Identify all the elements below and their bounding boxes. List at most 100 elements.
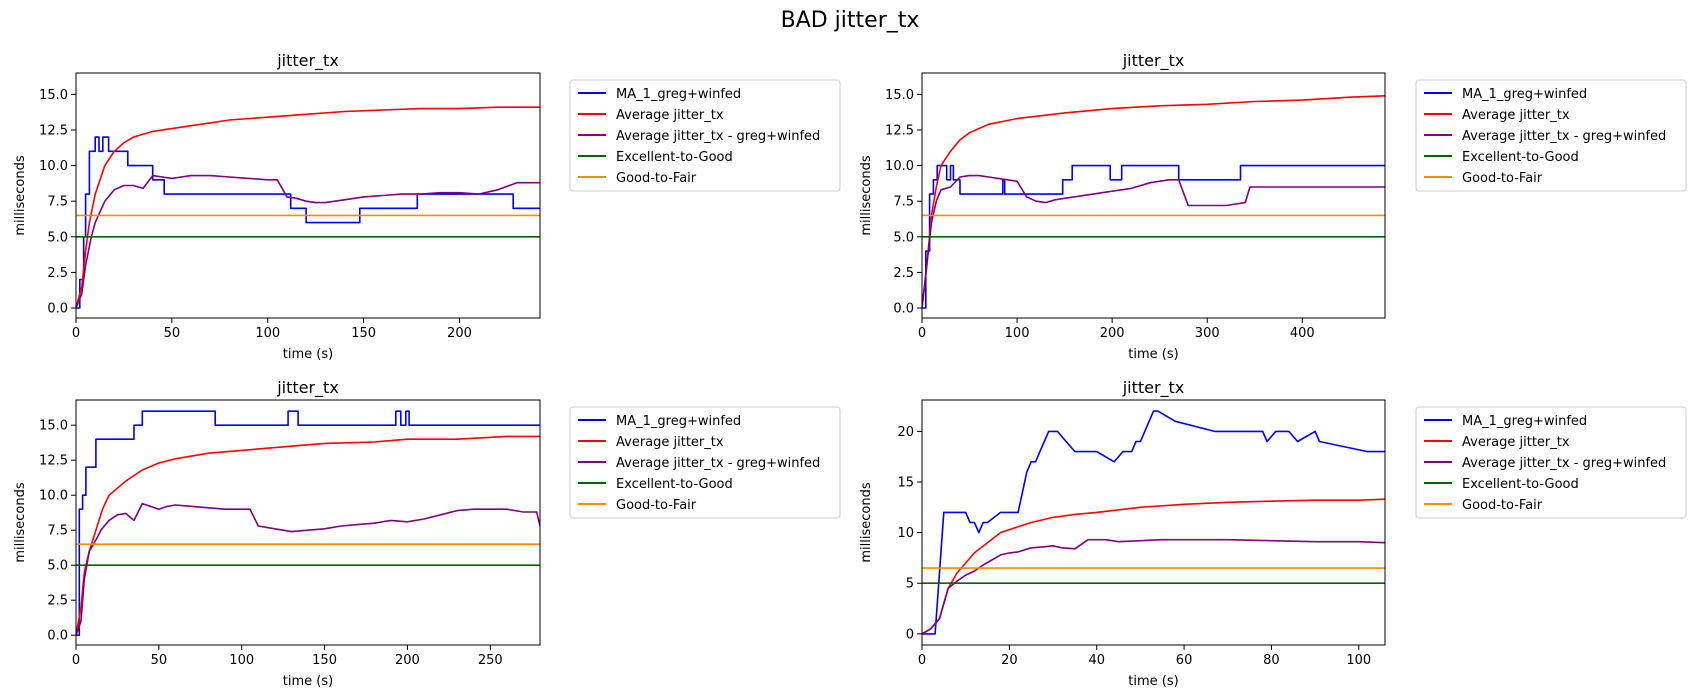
axes-frame — [921, 399, 1386, 646]
legend-box — [569, 79, 841, 192]
y-tick-label: 15.0 — [39, 88, 68, 103]
legend-label: Good-to-Fair — [616, 171, 697, 186]
chart-title: jitter_tx — [276, 378, 339, 398]
legend-label: Average jitter_tx - greg+winfed — [1462, 456, 1666, 471]
y-tick-label: 0.0 — [893, 302, 914, 317]
y-tick-label: 10 — [897, 526, 914, 541]
x-tick-label: 200 — [1100, 326, 1125, 341]
y-tick-label: 20 — [897, 425, 914, 440]
x-tick-label: 50 — [151, 653, 168, 668]
legend: MA_1_greg+winfed Average jitter_tx Average… — [569, 79, 841, 192]
y-tick-label: 0 — [906, 627, 914, 642]
y-tick-label: 12.5 — [39, 454, 68, 469]
y-tick-label: 5.0 — [893, 230, 914, 245]
legend-label: Excellent-to-Good — [1462, 477, 1579, 492]
x-tick-label: 150 — [312, 653, 337, 668]
series-line-3 — [922, 174, 1385, 309]
legend-label: Average jitter_tx - greg+winfed — [616, 129, 820, 144]
y-axis-label: milliseconds — [859, 155, 874, 235]
series-line-1 — [922, 164, 1385, 309]
legend: MA_1_greg+winfed Average jitter_tx Average… — [569, 406, 841, 519]
y-tick-label: 7.5 — [47, 195, 68, 210]
legend: MA_1_greg+winfed Average jitter_tx Average… — [1415, 406, 1687, 519]
legend-label: Good-to-Fair — [616, 498, 697, 513]
series-line-3 — [922, 538, 1385, 635]
y-tick-label: 0.0 — [47, 302, 68, 317]
chart-panel-1: 0 50 100 150 200 0.0 2.5 5.0 7.5 10.0 12.5 15.0 jitt… — [13, 51, 841, 362]
legend-label: Excellent-to-Good — [616, 150, 733, 165]
x-tick-label: 80 — [1263, 653, 1280, 668]
y-axis-label: milliseconds — [13, 155, 28, 235]
x-tick-label: 100 — [229, 653, 254, 668]
legend-label: Average jitter_tx - greg+winfed — [616, 456, 820, 471]
x-tick-label: 150 — [351, 326, 376, 341]
y-tick-label: 15 — [897, 476, 914, 491]
x-axis-label: time (s) — [283, 674, 333, 689]
legend-label: Average jitter_tx — [616, 435, 724, 450]
series-line-1 — [76, 136, 540, 309]
series-group — [922, 95, 1385, 309]
series-line-2 — [76, 435, 540, 636]
y-tick-label: 7.5 — [893, 195, 914, 210]
legend-box — [1415, 79, 1687, 192]
legend-box — [569, 406, 841, 519]
legend-label: MA_1_greg+winfed — [616, 414, 741, 429]
chart-panel-2: 0 100 200 300 400 0.0 2.5 5.0 7.5 10.0 12.5 15.0 jit… — [859, 51, 1687, 362]
legend-label: Excellent-to-Good — [1462, 150, 1579, 165]
axes-frame — [75, 72, 541, 319]
x-tick-label: 100 — [1005, 326, 1030, 341]
x-tick-label: 0 — [72, 326, 80, 341]
legend-label: MA_1_greg+winfed — [616, 87, 741, 102]
y-tick-label: 10.0 — [885, 159, 914, 174]
y-axis-label: milliseconds — [13, 482, 28, 562]
y-tick-label: 2.5 — [893, 266, 914, 281]
series-line-3 — [76, 174, 540, 309]
series-line-2 — [922, 95, 1385, 309]
x-tick-label: 400 — [1290, 326, 1315, 341]
y-tick-label: 12.5 — [39, 123, 68, 138]
axes-frame — [75, 399, 541, 646]
x-tick-label: 300 — [1195, 326, 1220, 341]
y-tick-label: 2.5 — [47, 266, 68, 281]
x-axis-label: time (s) — [1128, 347, 1178, 362]
legend-label: Good-to-Fair — [1462, 171, 1543, 186]
x-axis-label: time (s) — [1128, 674, 1178, 689]
y-tick-label: 0.0 — [47, 629, 68, 644]
legend-label: Average jitter_tx — [616, 108, 724, 123]
legend-box — [1415, 406, 1687, 519]
chart-title: jitter_tx — [276, 51, 339, 71]
axes-frame — [921, 72, 1386, 319]
series-group — [76, 410, 540, 636]
chart-panel-3: 0 50 100 150 200 250 0.0 2.5 5.0 7.5 10.0 12.5 15.0 j… — [13, 378, 841, 689]
x-tick-label: 0 — [918, 653, 926, 668]
x-tick-label: 50 — [164, 326, 181, 341]
x-axis-label: time (s) — [283, 347, 333, 362]
x-tick-label: 40 — [1088, 653, 1105, 668]
y-tick-label: 15.0 — [39, 419, 68, 434]
y-axis-label: milliseconds — [859, 482, 874, 562]
x-tick-label: 100 — [1346, 653, 1371, 668]
y-tick-label: 10.0 — [39, 489, 68, 504]
y-tick-label: 7.5 — [47, 524, 68, 539]
series-line-3 — [76, 502, 540, 636]
chart-title: jitter_tx — [1122, 51, 1185, 71]
series-line-2 — [76, 106, 540, 309]
x-tick-label: 20 — [1001, 653, 1018, 668]
y-tick-label: 5.0 — [47, 559, 68, 574]
series-line-1 — [76, 410, 540, 636]
series-group — [922, 410, 1385, 635]
x-tick-label: 60 — [1176, 653, 1193, 668]
figure-title: BAD jitter_tx — [780, 8, 920, 33]
y-tick-label: 15.0 — [885, 88, 914, 103]
chart-title: jitter_tx — [1122, 378, 1185, 398]
x-tick-label: 200 — [395, 653, 420, 668]
legend-label: Average jitter_tx — [1462, 108, 1570, 123]
x-tick-label: 100 — [255, 326, 280, 341]
y-tick-label: 5 — [906, 577, 914, 592]
y-tick-label: 5.0 — [47, 230, 68, 245]
legend-label: Average jitter_tx - greg+winfed — [1462, 129, 1666, 144]
legend-label: Good-to-Fair — [1462, 498, 1543, 513]
y-tick-label: 10.0 — [39, 159, 68, 174]
